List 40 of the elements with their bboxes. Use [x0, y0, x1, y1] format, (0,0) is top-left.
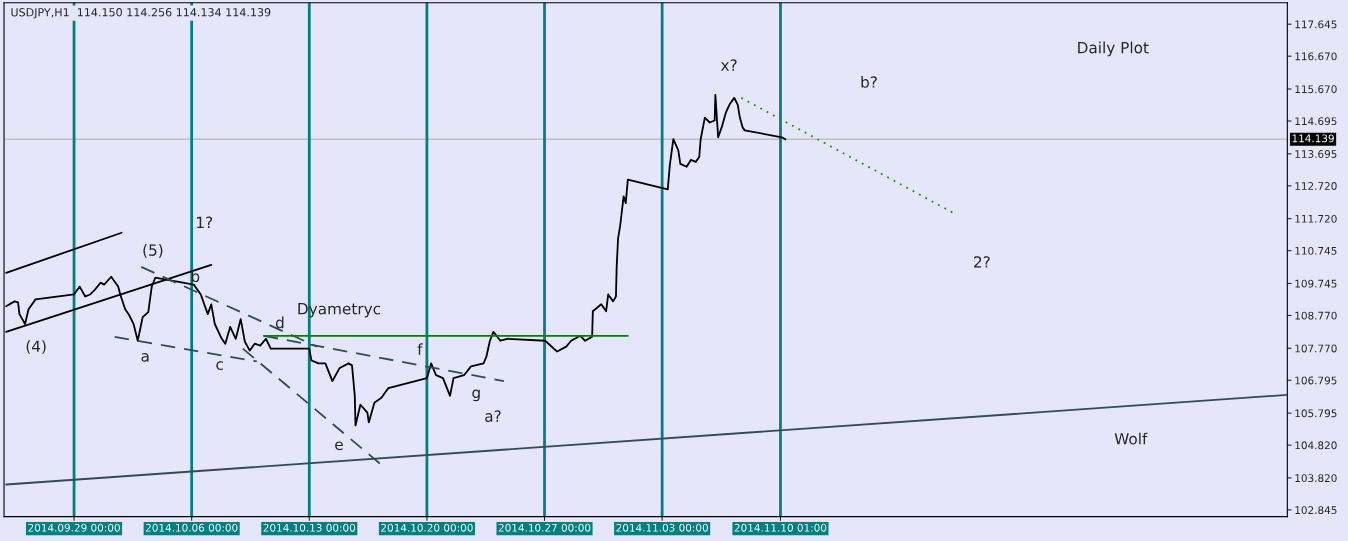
- annotation: 2?: [974, 256, 990, 268]
- annotation: Daily Plot: [1078, 41, 1149, 57]
- annotation: 1?: [197, 216, 213, 228]
- y-tick-label: 116.670: [1295, 52, 1337, 61]
- annotation: c: [216, 361, 223, 370]
- annotation: x?: [720, 59, 737, 71]
- y-tick-label: 109.745: [1295, 279, 1337, 288]
- y-tick-label: 110.745: [1295, 246, 1337, 255]
- x-tick-label: 2014.10.13 00:00: [263, 523, 356, 532]
- chart-title: USDJPY,H1 114.150 114.256 114.134 114.139: [11, 8, 271, 19]
- annotation: f: [417, 343, 423, 355]
- x-tick-label: 2014.11.03 00:00: [616, 523, 708, 532]
- x-tick-label: 2014.11.10 01:00: [734, 523, 827, 532]
- y-tick-label: 111.720: [1295, 214, 1337, 223]
- y-tick-label: 108.770: [1295, 311, 1337, 320]
- y-tick-label: 117.645: [1295, 20, 1337, 29]
- y-tick-label: 104.820: [1295, 441, 1337, 450]
- x-tick-label: 2014.10.27 00:00: [498, 523, 591, 532]
- y-tick-label: 102.845: [1295, 506, 1337, 515]
- y-tick-label: 112.720: [1295, 182, 1337, 190]
- ref-line-label: 114.139: [1292, 134, 1334, 143]
- y-tick-label: 107.770: [1295, 344, 1337, 353]
- x-tick-label: 2014.10.20 00:00: [381, 523, 473, 532]
- annotation: e: [335, 441, 343, 451]
- annotation: a?: [485, 410, 501, 422]
- y-tick-label: 115.670: [1295, 85, 1337, 94]
- y-tick-label: 103.820: [1295, 474, 1337, 483]
- annotation: b?: [861, 76, 877, 88]
- y-tick-label: 114.695: [1295, 117, 1337, 126]
- y-tick-label: 106.795: [1295, 376, 1337, 385]
- annotation: a: [141, 352, 149, 362]
- y-tick-label: 105.795: [1295, 409, 1337, 418]
- annotation: g: [472, 389, 480, 402]
- annotation: (5): [143, 244, 163, 258]
- annotation: (4): [26, 340, 46, 354]
- annotation: d: [275, 316, 284, 329]
- annotation: Wolf: [1114, 432, 1148, 445]
- x-tick-label: 2014.09.29 00:00: [28, 523, 120, 532]
- x-tick-label: 2014.10.06 00:00: [145, 523, 238, 532]
- y-tick-label: 113.695: [1295, 150, 1337, 158]
